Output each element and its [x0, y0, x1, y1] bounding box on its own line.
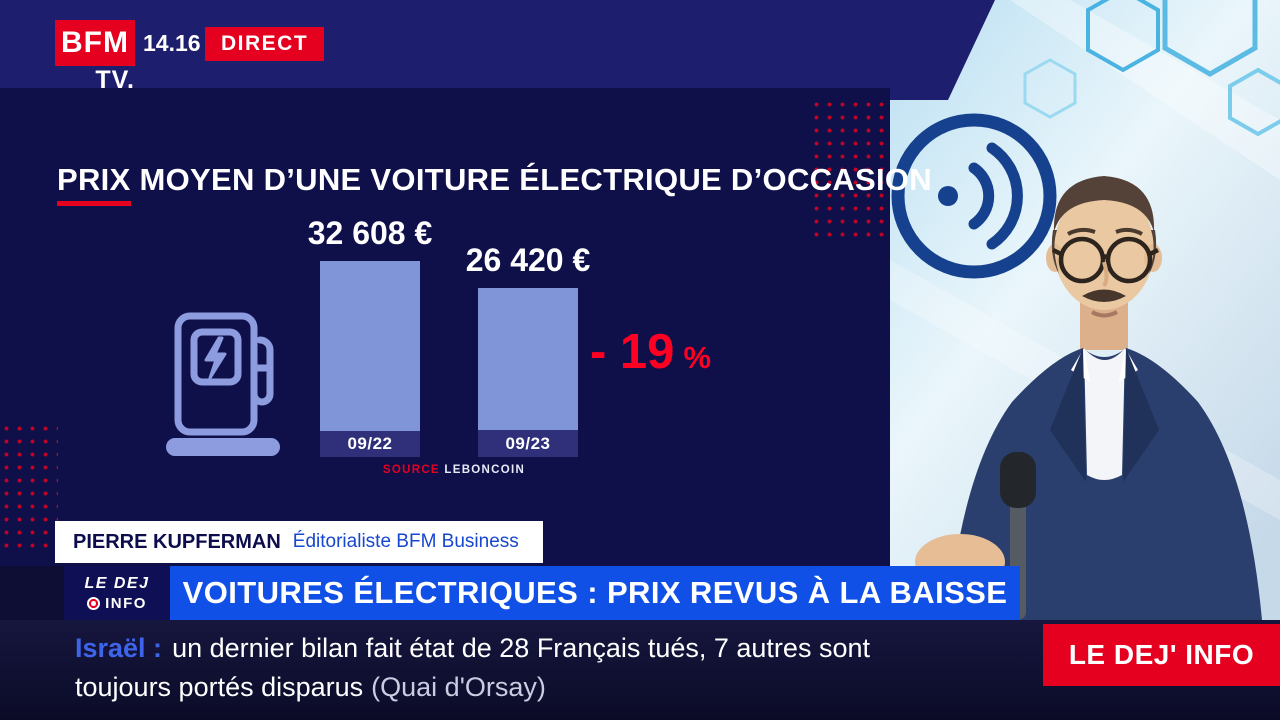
- percent-sign: %: [683, 340, 712, 375]
- studio-illustration: [890, 0, 1280, 620]
- speaker-name: PIERRE KUPFERMAN: [73, 530, 281, 553]
- bar-group-2022: 32 608 € 09/22: [295, 215, 445, 457]
- bar-caption-2023: 09/23: [478, 430, 578, 457]
- top-strip: [0, 0, 890, 88]
- dot-pattern-bottom-left: [0, 422, 58, 552]
- target-icon: [87, 596, 101, 610]
- ticker-line1: Israël : un dernier bilan fait état de 28…: [75, 629, 870, 668]
- bfm-logo-text: BFM: [61, 26, 129, 59]
- presenter: [948, 176, 1262, 620]
- broadcast-logo-circle: [891, 113, 1057, 279]
- hexagon-decoration: [1023, 0, 1280, 137]
- studio-photo: [890, 0, 1280, 620]
- suit: [948, 348, 1262, 620]
- lightning-bolt-icon: [204, 336, 227, 380]
- ticker-line2-text: toujours portés disparus: [75, 672, 364, 702]
- ticker-text: Israël : un dernier bilan fait état de 28…: [75, 629, 870, 707]
- speaker-card: PIERRE KUPFERMAN Éditorialiste BFM Busin…: [55, 521, 543, 563]
- headline-banner: VOITURES ÉLECTRIQUES : PRIX REVUS À LA B…: [170, 566, 1020, 620]
- ticker-line2: toujours portés disparus (Quai d'Orsay): [75, 668, 870, 707]
- bar-value-2023: 26 420 €: [465, 242, 591, 278]
- chart-title-highlight: PRIX: [57, 162, 131, 206]
- mustache: [1082, 289, 1126, 302]
- ticker-line2-suffix: (Quai d'Orsay): [371, 672, 546, 702]
- glasses: [1051, 236, 1160, 284]
- bar-2022: [320, 261, 420, 431]
- studio-wall-wedge: [890, 0, 995, 100]
- ev-charger-icon: [166, 312, 280, 456]
- speaker-role: Éditorialiste BFM Business: [292, 531, 519, 552]
- bar-2023: [478, 288, 578, 430]
- bar-value-2022: 32 608 €: [307, 215, 433, 251]
- clock: 14.16: [143, 30, 201, 56]
- bar-group-2023: 26 420 € 09/23: [453, 215, 603, 457]
- chart-title: PRIX MOYEN D’UNE VOITURE ÉLECTRIQUE D’OC…: [57, 162, 932, 206]
- ticker-line1-text: un dernier bilan fait état de 28 Françai…: [172, 633, 870, 663]
- bfm-logo: BFM: [55, 20, 135, 66]
- chart-panel: PRIX MOYEN D’UNE VOITURE ÉLECTRIQUE D’OC…: [0, 88, 932, 566]
- source-prefix: SOURCE: [382, 464, 440, 476]
- chart-source: SOURCE LEBONCOIN: [304, 464, 604, 476]
- show-logo: LE DEJ INFO: [64, 566, 170, 620]
- show-logo-line2-row: INFO: [87, 595, 147, 612]
- source-name: LEBONCOIN: [444, 464, 526, 476]
- show-logo-line2: INFO: [105, 594, 147, 612]
- delta-percentage: - 19 %: [590, 324, 711, 380]
- bfm-logo-tv: TV.: [95, 66, 135, 94]
- live-badge: DIRECT: [205, 27, 325, 61]
- ticker-topic: Israël :: [75, 633, 163, 663]
- bar-caption-2022: 09/22: [320, 430, 420, 457]
- delta-value: - 19: [590, 325, 675, 379]
- show-logo-line1: LE DEJ: [84, 574, 150, 592]
- show-badge: LE DEJ' INFO: [1043, 624, 1280, 686]
- chart-title-rest: MOYEN D’UNE VOITURE ÉLECTRIQUE D’OCCASIO…: [130, 162, 932, 197]
- dot-pattern-top-right: [810, 98, 884, 240]
